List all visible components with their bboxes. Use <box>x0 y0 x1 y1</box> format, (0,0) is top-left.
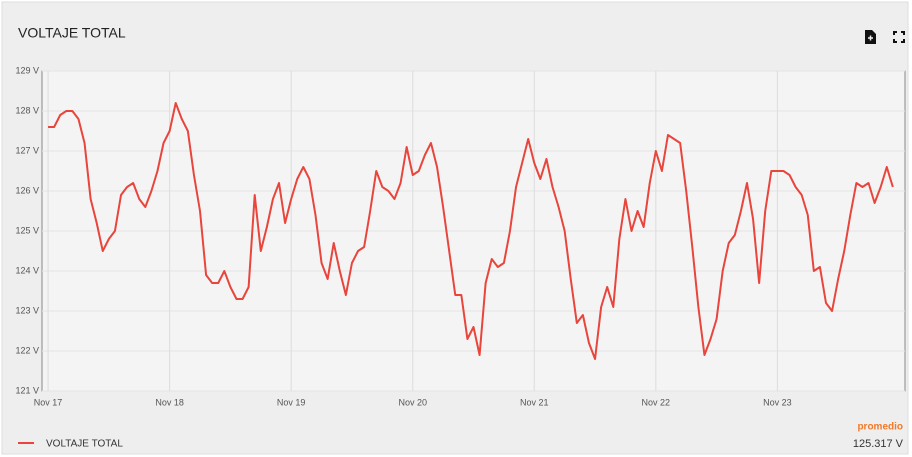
y-tick-label: 121 V <box>15 385 39 395</box>
line-series <box>48 102 894 360</box>
y-tick-label: 123 V <box>15 305 39 315</box>
x-tick-label: Nov 22 <box>642 397 671 407</box>
y-tick-label: 128 V <box>15 105 39 115</box>
chart-title: VOLTAJE TOTAL <box>18 25 126 41</box>
y-tick-label: 125 V <box>15 225 39 235</box>
x-tick-label: Nov 23 <box>763 397 792 407</box>
y-tick-label: 127 V <box>15 145 39 155</box>
export-icon[interactable] <box>865 30 876 44</box>
x-tick-label: Nov 21 <box>520 397 549 407</box>
x-tick-label: Nov 19 <box>277 397 306 407</box>
fullscreen-icon[interactable] <box>893 31 905 43</box>
x-tick-label: Nov 18 <box>155 397 184 407</box>
stat-value: 125.317 V <box>853 438 904 450</box>
y-tick-label: 129 V <box>15 65 39 75</box>
legend-label[interactable]: VOLTAJE TOTAL <box>46 439 123 450</box>
stat-label: promedio <box>857 422 903 433</box>
x-tick-label: Nov 17 <box>34 397 63 407</box>
y-tick-label: 124 V <box>15 265 39 275</box>
y-tick-label: 126 V <box>15 185 39 195</box>
x-tick-label: Nov 20 <box>398 397 427 407</box>
y-tick-label: 122 V <box>15 345 39 355</box>
